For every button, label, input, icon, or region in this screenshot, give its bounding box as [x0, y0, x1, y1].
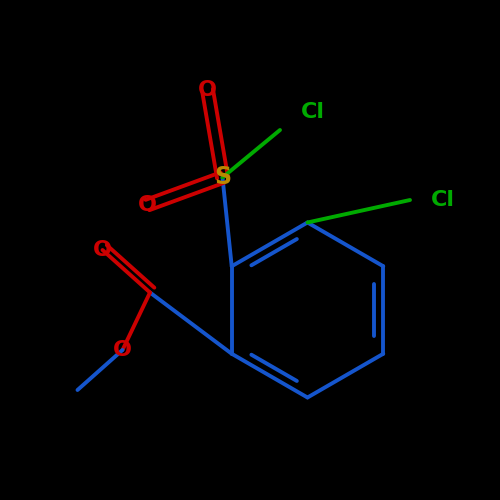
Text: O: O — [93, 240, 112, 260]
Text: Cl: Cl — [430, 190, 454, 210]
Text: S: S — [214, 166, 231, 190]
Text: O: O — [198, 80, 217, 100]
Text: Cl: Cl — [300, 102, 324, 122]
Text: O: O — [113, 340, 132, 360]
Text: O: O — [138, 195, 157, 215]
